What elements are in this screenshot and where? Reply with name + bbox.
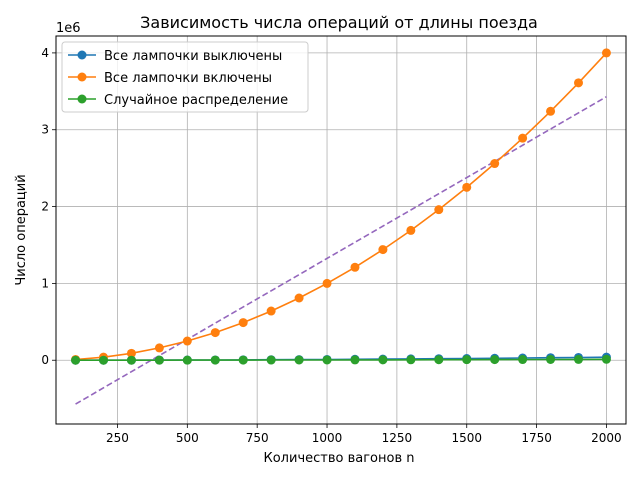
data-point <box>210 355 220 365</box>
data-point <box>350 355 360 365</box>
data-point <box>406 355 416 365</box>
data-point <box>238 355 248 365</box>
y-tick-label: 1 <box>41 276 49 290</box>
legend-label: Случайное распределение <box>104 93 288 108</box>
data-point <box>601 354 611 364</box>
data-point <box>154 355 164 365</box>
axes-frame <box>55 35 627 425</box>
data-point <box>378 245 388 255</box>
x-axis-label: Количество вагонов n <box>264 451 415 466</box>
y-axis-label: Число операций <box>14 174 29 285</box>
y-tick-label: 4 <box>41 46 49 60</box>
legend: Все лампочки выключены Все лампочки включ… <box>61 41 309 113</box>
legend-marker <box>77 72 87 82</box>
data-point <box>462 355 472 365</box>
data-point <box>154 343 164 353</box>
x-tick-label: 500 <box>176 431 199 445</box>
y-tick-label: 0 <box>41 353 49 367</box>
data-point <box>182 355 192 365</box>
data-point <box>210 328 220 338</box>
data-point <box>378 355 388 365</box>
series-3 <box>71 354 611 365</box>
legend-label: Все лампочки включены <box>104 71 272 86</box>
chart-title: Зависимость числа операций от длины поез… <box>140 13 538 32</box>
data-point <box>322 355 332 365</box>
data-point <box>322 278 332 288</box>
x-tick-label: 250 <box>106 431 129 445</box>
series-2 <box>71 48 611 364</box>
trend-line <box>75 96 607 405</box>
data-point <box>434 355 444 365</box>
x-tick-label: 1000 <box>312 431 343 445</box>
y-axis-offset-label: 1e6 <box>56 21 81 36</box>
data-point <box>266 306 276 316</box>
series-line <box>75 358 607 362</box>
data-point <box>434 205 444 215</box>
data-point <box>126 348 136 358</box>
legend-marker <box>77 94 87 104</box>
legend-label: Все лампочки выключены <box>104 49 282 64</box>
data-point <box>574 354 583 364</box>
data-point <box>546 354 556 364</box>
legend-box <box>61 41 309 113</box>
x-tick-label: 2000 <box>591 431 622 445</box>
trend-line-layer <box>75 96 607 405</box>
y-tick-label: 2 <box>41 200 49 214</box>
data-point <box>518 133 528 143</box>
data-point <box>601 48 611 58</box>
data-point <box>294 355 304 365</box>
series-layer <box>71 48 611 365</box>
data-point <box>518 355 528 365</box>
data-point <box>182 336 192 346</box>
data-point <box>406 225 416 235</box>
legend-marker <box>77 50 87 60</box>
data-point <box>99 355 108 365</box>
data-point <box>546 106 556 116</box>
data-point <box>490 355 500 365</box>
data-point <box>462 182 472 192</box>
data-point <box>266 355 276 365</box>
data-point <box>294 293 304 303</box>
data-point <box>126 355 136 365</box>
data-point <box>71 355 81 365</box>
x-tick-label: 1250 <box>382 431 413 445</box>
data-point <box>490 159 500 169</box>
data-point <box>350 262 360 272</box>
x-tick-label: 1750 <box>521 431 552 445</box>
series-line <box>75 52 607 361</box>
data-point <box>238 318 248 328</box>
ticks: 250 500 750 1000 1250 1500 1750 2000 0 1 2 3 4 <box>41 46 621 445</box>
data-point <box>574 78 583 88</box>
y-tick-label: 3 <box>41 123 49 137</box>
x-tick-label: 750 <box>246 431 269 445</box>
x-tick-label: 1500 <box>451 431 482 445</box>
